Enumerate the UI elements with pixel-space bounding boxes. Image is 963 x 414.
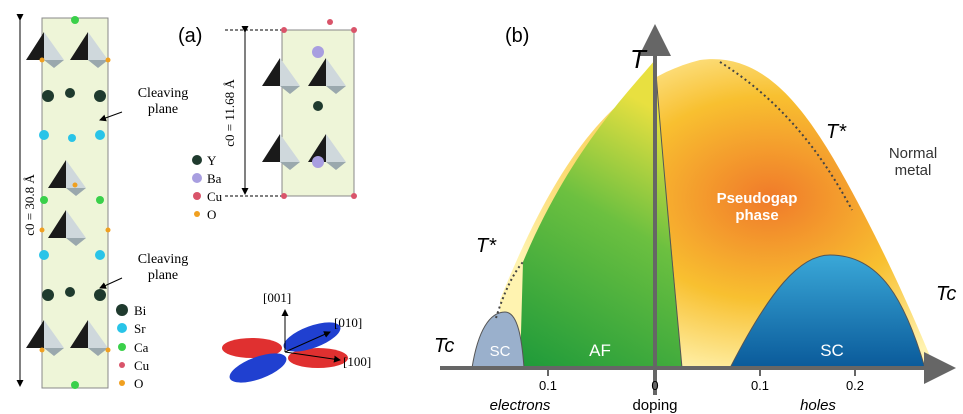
- legend-entry: Y: [207, 153, 217, 168]
- cleaving-label: Cleaving plane: [128, 86, 198, 118]
- region-label: Pseudogap phase: [712, 190, 802, 224]
- legend-entry: O: [134, 376, 143, 391]
- c0-label: c0 = 11.68 Å: [222, 79, 237, 147]
- ybco-cell: [225, 19, 357, 199]
- c0-label: c0 = 30.8 Å: [22, 174, 37, 236]
- axis-label: electrons: [490, 397, 551, 414]
- axis-label: holes: [800, 397, 836, 414]
- t-star-label: T*: [476, 235, 497, 257]
- tick-label: 0.1: [751, 378, 769, 393]
- cleaving-label: Cleaving plane: [128, 252, 198, 284]
- legend-entry: Cu: [207, 189, 223, 204]
- axis-label: doping: [632, 397, 677, 414]
- legend-entry: O: [207, 207, 216, 222]
- region-label: SC: [820, 341, 844, 360]
- direction-label: [010]: [334, 315, 362, 330]
- legend-entry: Cu: [134, 358, 150, 373]
- legend-entry: Ba: [207, 171, 222, 186]
- figure: c0 = 30.8 Å (a) c0 = 11.68 Å Y Ba Cu O B…: [0, 0, 963, 414]
- legend-entry: Sr: [134, 321, 146, 336]
- panel-label: (a): [178, 25, 202, 47]
- direction-label: [100]: [343, 354, 371, 369]
- figure-canvas: c0 = 30.8 Å (a) c0 = 11.68 Å Y Ba Cu O B…: [0, 0, 963, 414]
- axis-title: T: [630, 44, 648, 74]
- direction-label: [001]: [263, 290, 291, 305]
- tc-label: Tc: [434, 335, 454, 357]
- region-label: AF: [589, 341, 611, 360]
- tick-label: 0: [651, 378, 658, 393]
- tick-label: 0.2: [846, 378, 864, 393]
- region-label: Normal metal: [878, 145, 948, 179]
- orbital: [222, 310, 348, 389]
- t-star-label: T*: [826, 121, 847, 143]
- tc-label: Tc: [936, 283, 956, 305]
- panel-label: (b): [505, 25, 529, 47]
- legend-entry: Ca: [134, 340, 149, 355]
- region-label: SC: [490, 343, 511, 360]
- legend-entry: Bi: [134, 303, 147, 318]
- tick-label: 0.1: [539, 378, 557, 393]
